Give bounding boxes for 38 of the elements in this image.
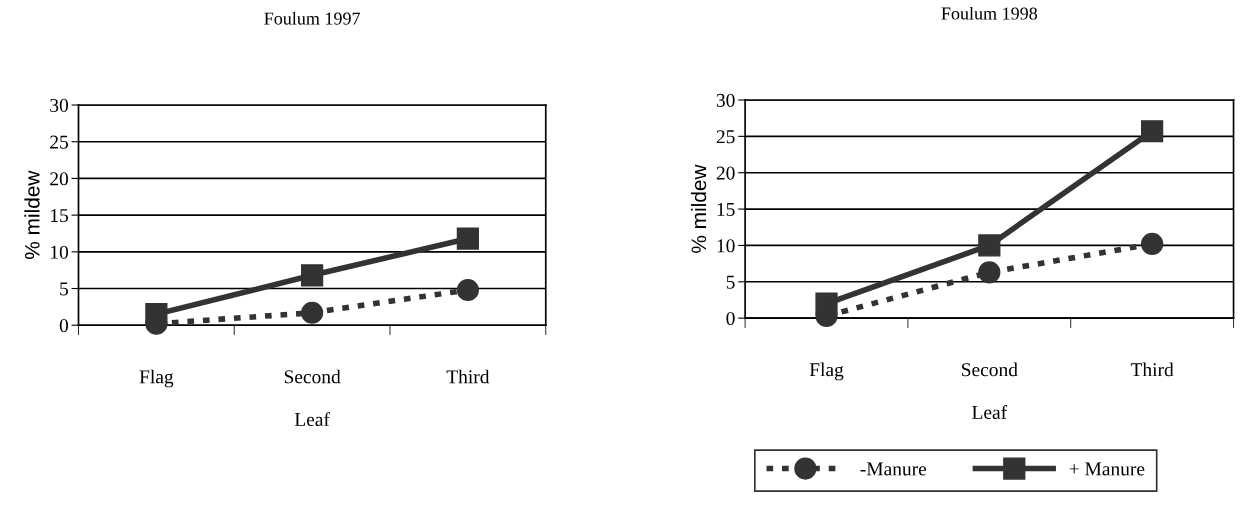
y-tick-label: 25 [716,130,735,144]
x-tick-label: Third [446,369,490,384]
y-tick-label: 20 [50,172,69,186]
point [978,261,1001,284]
y-axis-title: % mildew [690,164,707,253]
y-tick-label: 10 [717,239,735,253]
y-tick-label: 5 [60,282,69,296]
point [978,234,1001,257]
x-tick-label: Flag [809,362,844,381]
y-tick-label: 30 [50,98,69,112]
point [456,278,479,302]
chart-title: Foulum 1997 [264,11,361,25]
y-tick-label: 0 [726,311,735,326]
x-tick-label: Third [1130,362,1174,377]
x-tick-label: Flag [139,369,174,388]
point [456,227,479,250]
legend-label: -Manure [860,462,927,476]
chart-title: Foulum 1998 [941,6,1038,20]
x-axis-title: Leaf [294,412,330,427]
y-axis-title: % mildew [24,170,40,259]
y-tick-label: 15 [51,209,69,223]
y-tick-label: 25 [50,135,69,149]
y-tick-label: 10 [51,245,69,259]
point [1141,232,1164,256]
y-tick-label: 20 [716,166,735,180]
point [301,301,324,324]
point [301,264,324,287]
legend-label: + Manure [1069,462,1145,476]
x-axis-title: Leaf [972,405,1008,419]
y-tick-label: 30 [716,93,735,107]
point [145,303,168,326]
y-tick-label: 0 [59,319,69,333]
point [1141,120,1164,143]
x-tick-label: Second [284,369,341,384]
point [815,292,838,315]
y-tick-label: 15 [717,202,735,217]
x-tick-label: Second [962,362,1018,377]
y-tick-label: 5 [726,275,735,289]
